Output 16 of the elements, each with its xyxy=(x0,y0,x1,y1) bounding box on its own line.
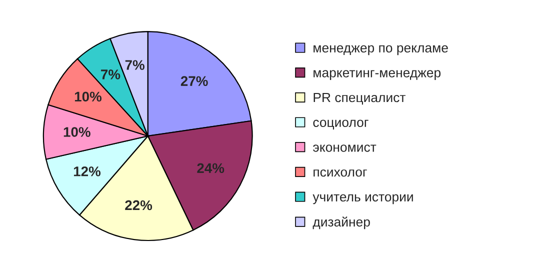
data-label: 12% xyxy=(74,166,101,176)
legend-label: PR специалист xyxy=(314,92,406,105)
data-label: 27% xyxy=(180,76,208,86)
data-label: 7% xyxy=(125,60,144,70)
data-label: 22% xyxy=(125,200,152,210)
legend-label: социолог xyxy=(313,120,368,130)
legend-label: менеджер по рекламе xyxy=(314,45,448,56)
data-label: 7% xyxy=(101,70,120,80)
legend-label: учитель истории xyxy=(312,194,413,204)
legend-label: экономист xyxy=(313,144,376,152)
data-label: 10% xyxy=(64,127,90,137)
data-label: 24% xyxy=(197,163,224,174)
data-label: 10% xyxy=(74,92,102,102)
legend-label: маркетинг-менеджер xyxy=(314,70,441,80)
legend-label: дизайнер xyxy=(312,216,370,230)
legend-label: психолог xyxy=(314,169,367,177)
